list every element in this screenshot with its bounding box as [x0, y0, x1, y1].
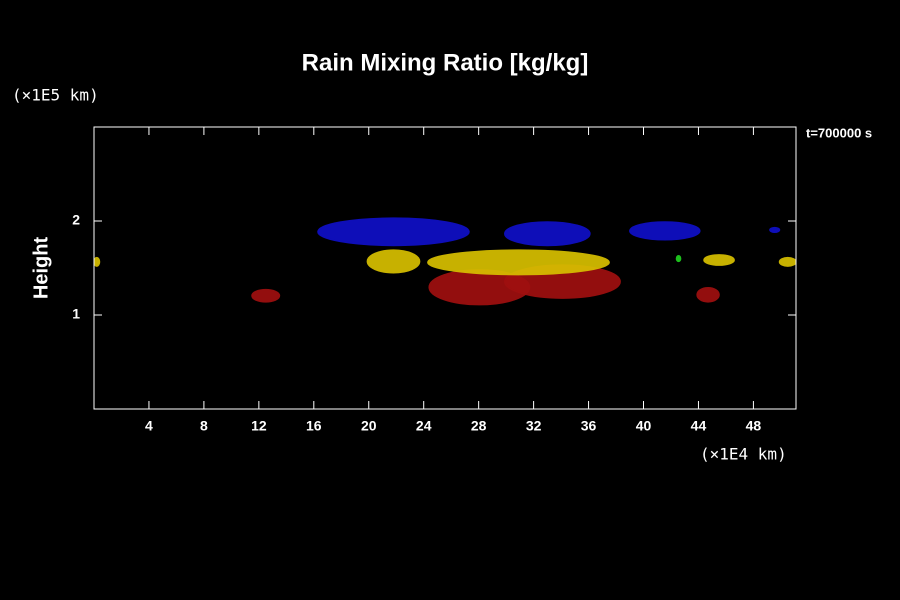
y-axis-label: Height — [30, 237, 52, 300]
x-tick-label: 48 — [746, 418, 762, 434]
x-tick-label: 36 — [581, 418, 597, 434]
rain-region — [769, 226, 781, 234]
rain-region — [504, 221, 591, 247]
rain-region — [94, 256, 101, 267]
rain-region — [778, 256, 796, 267]
x-tick-label: 44 — [691, 418, 707, 434]
x-tick-label: 8 — [200, 418, 208, 434]
x-unit-label: (×1E4 km) — [700, 445, 787, 464]
rain-region — [696, 286, 720, 303]
y-unit-label: (×1E5 km) — [12, 86, 99, 105]
plot-area — [94, 217, 796, 306]
x-tick-label: 16 — [306, 418, 322, 434]
rain-region — [629, 221, 701, 241]
x-tick-label: 12 — [251, 418, 267, 434]
x-tick-label: 40 — [636, 418, 652, 434]
x-tick-label: 4 — [145, 418, 153, 434]
rain-region — [366, 249, 421, 274]
x-tick-label: 32 — [526, 418, 542, 434]
y-tick-label: 1 — [72, 306, 80, 322]
rain-region — [317, 217, 470, 247]
rain-region — [675, 255, 682, 263]
rain-region — [251, 288, 281, 303]
rain-region — [427, 249, 610, 276]
x-tick-label: 24 — [416, 418, 432, 434]
time-label: t=700000 s — [806, 125, 872, 140]
chart-title: Rain Mixing Ratio [kg/kg] — [302, 49, 589, 76]
x-tick-label: 28 — [471, 418, 487, 434]
plot-frame — [93, 126, 797, 410]
y-tick-label: 2 — [72, 212, 80, 228]
rain-region — [703, 254, 735, 266]
x-tick-label: 20 — [361, 418, 377, 434]
